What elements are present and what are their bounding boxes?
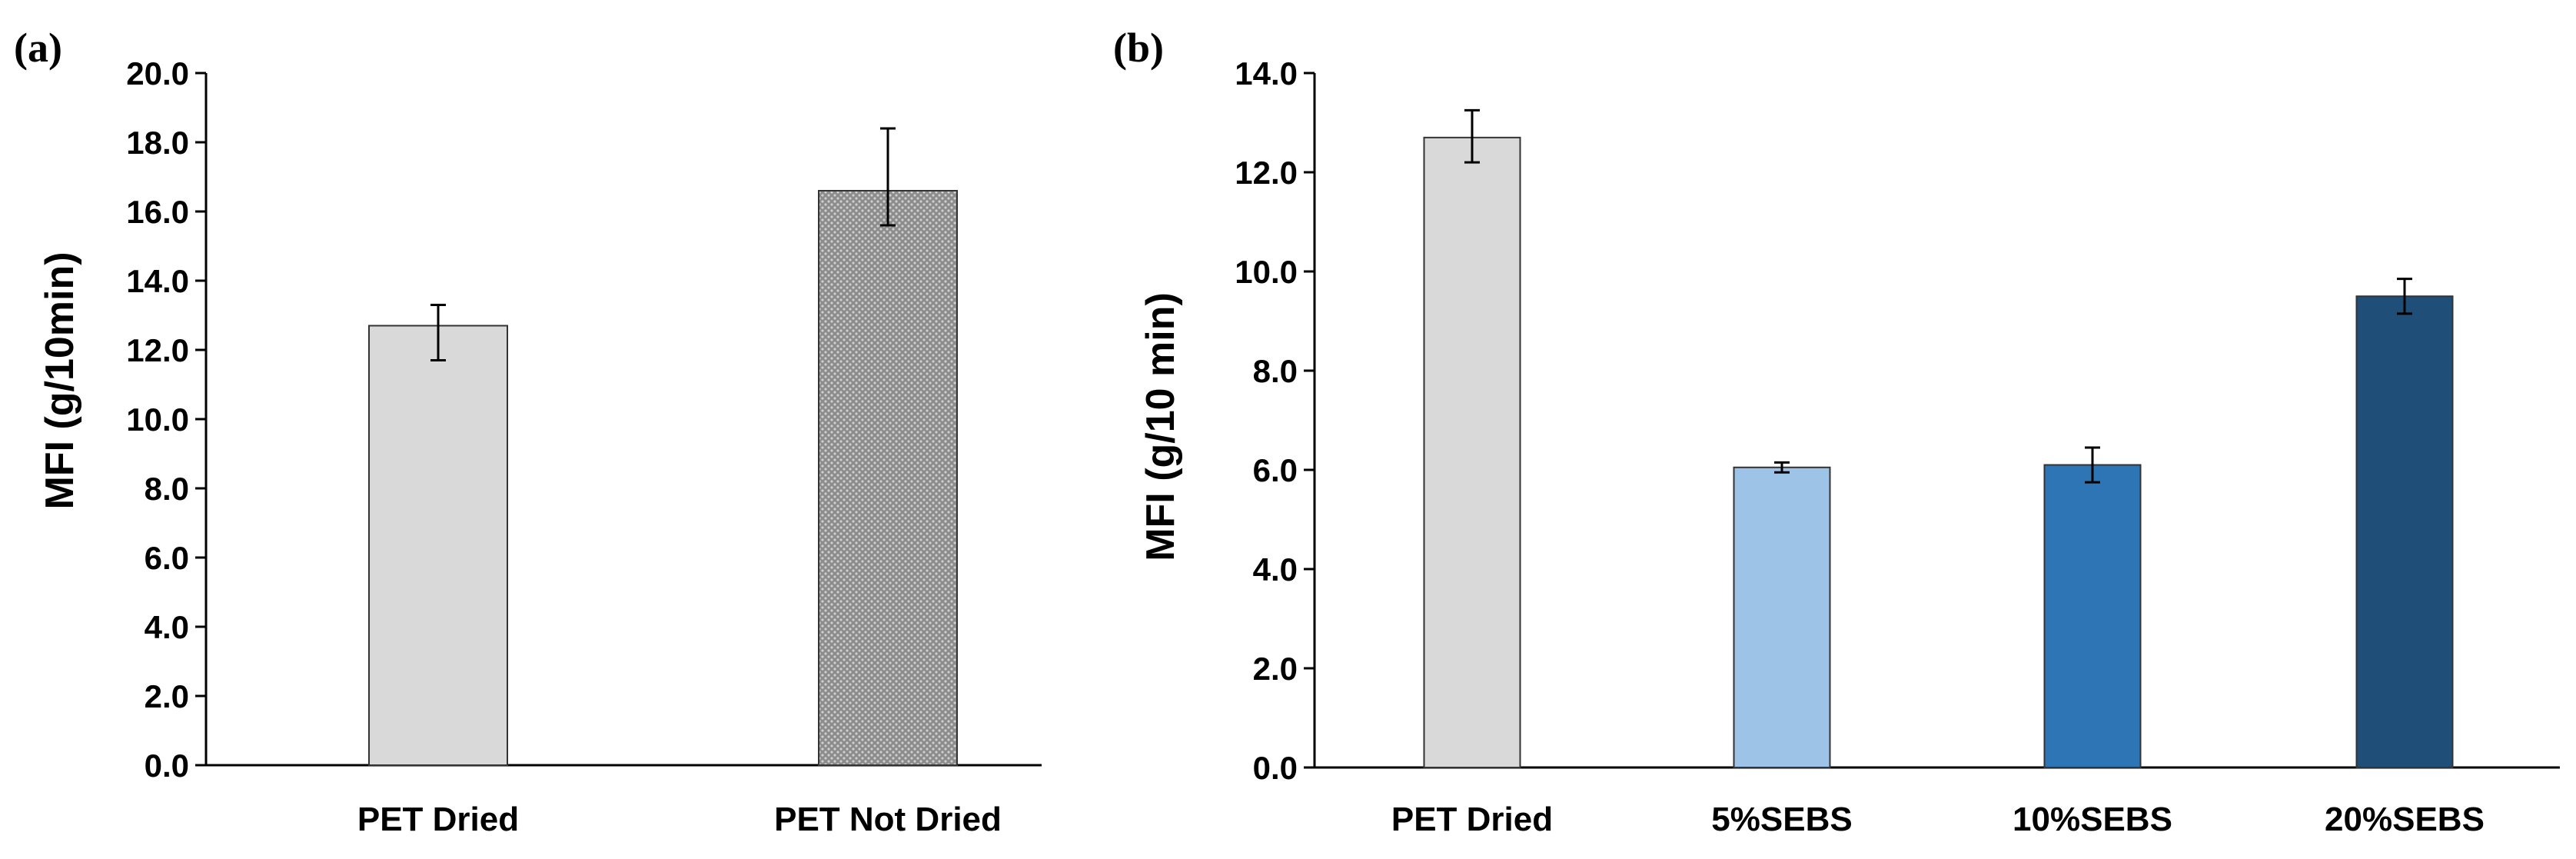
panel-a-y-tick-label: 18.0 [126,125,189,161]
panel-b-y-tick-label: 10.0 [1235,254,1298,290]
panel-a-y-tick-label: 12.0 [126,332,189,368]
panel-b-category-label: 20%SEBS [2325,801,2485,838]
panel-a-y-tick-label: 4.0 [145,609,189,645]
panel-a-y-tick-label: 10.0 [126,401,189,438]
panel-a-y-tick-label: 6.0 [145,540,189,576]
panel-b-y-tick-label: 12.0 [1235,155,1298,191]
panel-b-y-tick-label: 2.0 [1253,651,1298,687]
panel-b-y-tick-label: 14.0 [1235,55,1298,92]
panel-a-bar [368,325,508,766]
panel-b-category-label: 5%SEBS [1711,801,1852,838]
panel-a-bar [818,190,958,766]
panel-a-y-axis-title: MFI (g/10min) [38,251,82,509]
panel-b-y-tick-label: 6.0 [1253,452,1298,488]
panel-b-label: (b) [1113,25,1164,71]
panel-b-bar [2355,295,2454,768]
panel-b-y-axis-title: MFI (g/10 min) [1138,292,1183,561]
panel-b-bar [2043,464,2142,768]
panel-a-category-label: PET Not Dried [774,801,1002,838]
panel-a-label: (a) [14,25,62,71]
panel-a-y-tick-label: 16.0 [126,194,189,230]
panel-b: (b) MFI (g/10 min) 0.0 2.0 4.0 6.0 8.0 10.0 12… [1113,25,2560,838]
panel-b-bar [1423,136,1521,769]
panel-a-category-label: PET Dried [357,801,519,838]
panel-a: (a) MFI (g/10min) 0.0 2.0 4.0 6.0 8.0 10.0 12.… [14,25,1042,838]
panel-b-category-label: 10%SEBS [2013,801,2172,838]
panel-b-y-tick-label: 0.0 [1253,750,1298,786]
panel-a-y-tick-label: 14.0 [126,263,189,299]
panel-b-marks: 0.0 2.0 4.0 6.0 8.0 10.0 12.0 14.0 PET Dried 5%SE… [1235,55,2560,838]
panel-a-y-tick-label: 8.0 [145,471,189,507]
panel-a-y-tick-label: 20.0 [126,55,189,92]
panel-a-y-tick-label: 0.0 [145,747,189,784]
panel-a-y-tick-label: 2.0 [145,678,189,714]
panel-b-y-tick-label: 4.0 [1253,551,1298,588]
panel-b-y-tick-label: 8.0 [1253,353,1298,389]
panel-b-bar [1733,466,1831,769]
panel-a-marks: 0.0 2.0 4.0 6.0 8.0 10.0 12.0 14.0 16.0 18.0 20.0 P… [126,55,1042,838]
panel-b-category-label: PET Dried [1391,801,1553,838]
